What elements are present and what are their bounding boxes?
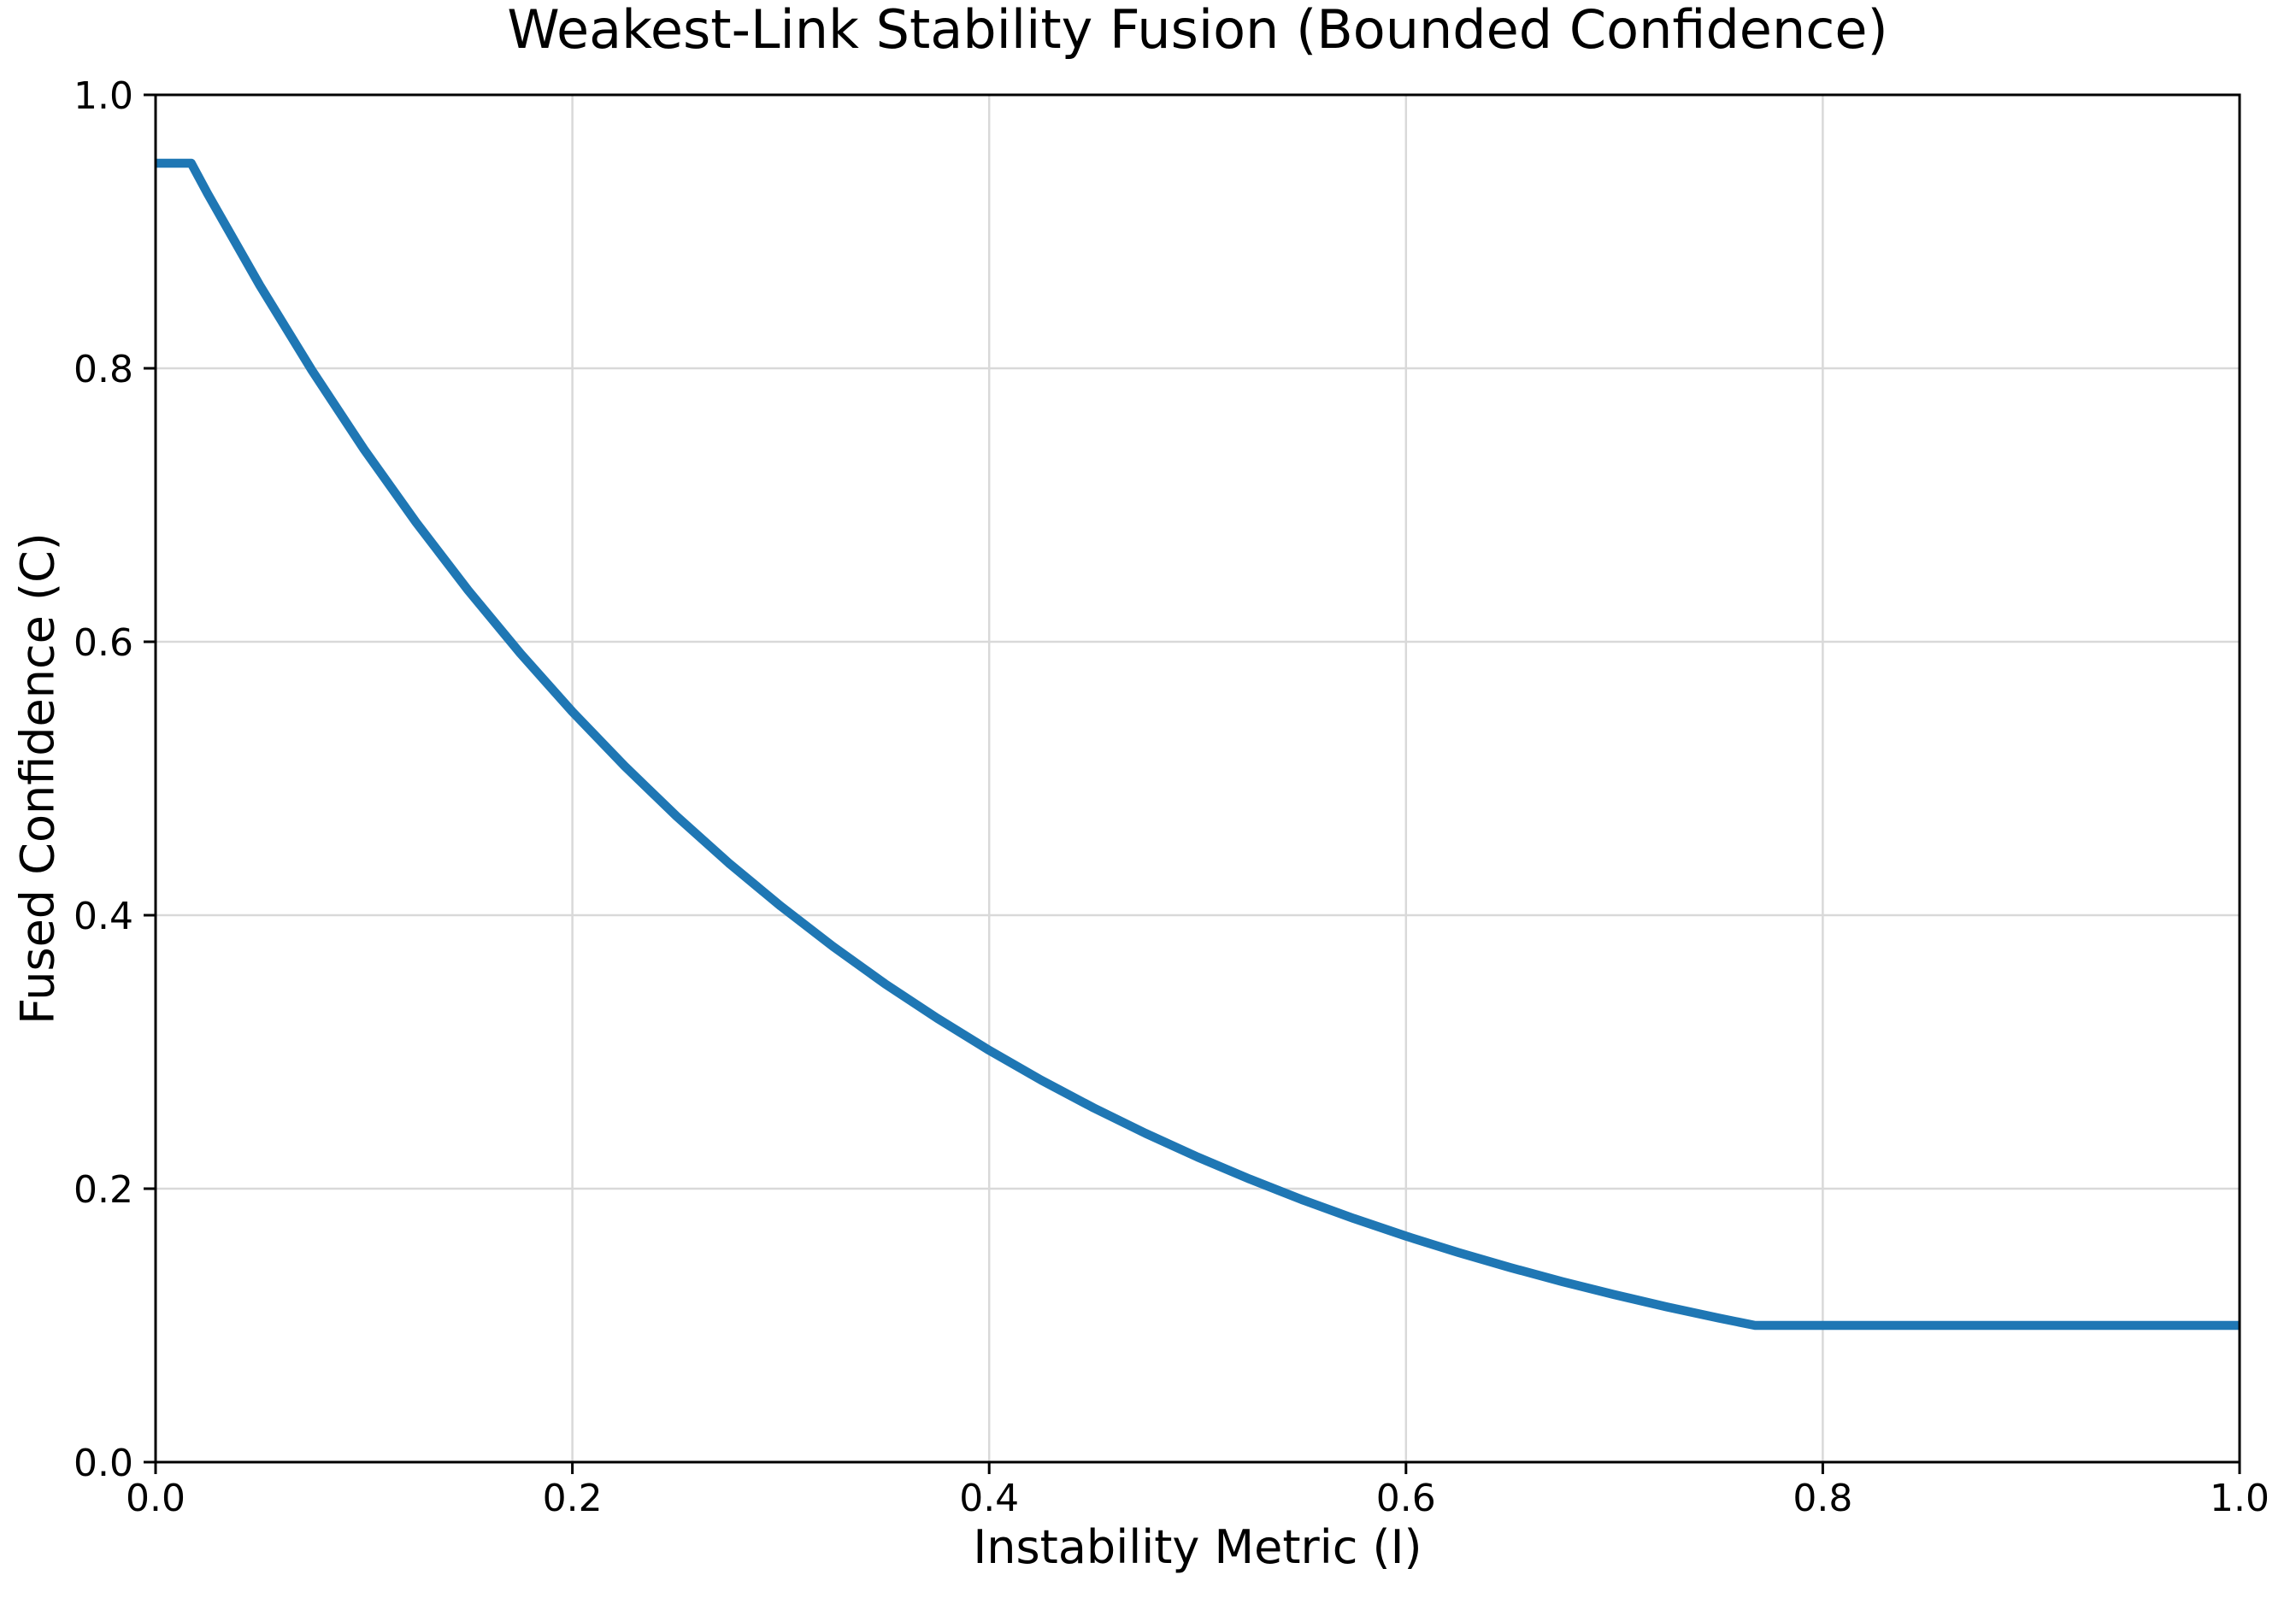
x-tick-label: 0.8	[1793, 1477, 1852, 1520]
y-axis-label: Fused Confidence (C)	[10, 532, 65, 1025]
x-tick-label: 0.0	[126, 1477, 185, 1520]
y-tick-label: 0.6	[74, 621, 133, 665]
y-tick-label: 0.0	[74, 1442, 133, 1485]
series-line	[156, 158, 2240, 1331]
y-tick-label: 0.8	[74, 348, 133, 391]
x-axis-label: Instability Metric (I)	[973, 1520, 1422, 1574]
x-tick-label: 0.4	[959, 1477, 1019, 1520]
x-tick-label: 0.6	[1376, 1477, 1436, 1520]
chart-title: Weakest-Link Stability Fusion (Bounded C…	[507, 0, 1888, 61]
axes-box	[154, 93, 2241, 1464]
x-tick-label: 1.0	[2210, 1477, 2270, 1520]
y-tick-label: 0.2	[74, 1168, 133, 1212]
x-tick-label: 0.2	[543, 1477, 603, 1520]
y-tick-label: 0.4	[74, 895, 133, 938]
y-tick-label: 1.0	[74, 74, 133, 118]
